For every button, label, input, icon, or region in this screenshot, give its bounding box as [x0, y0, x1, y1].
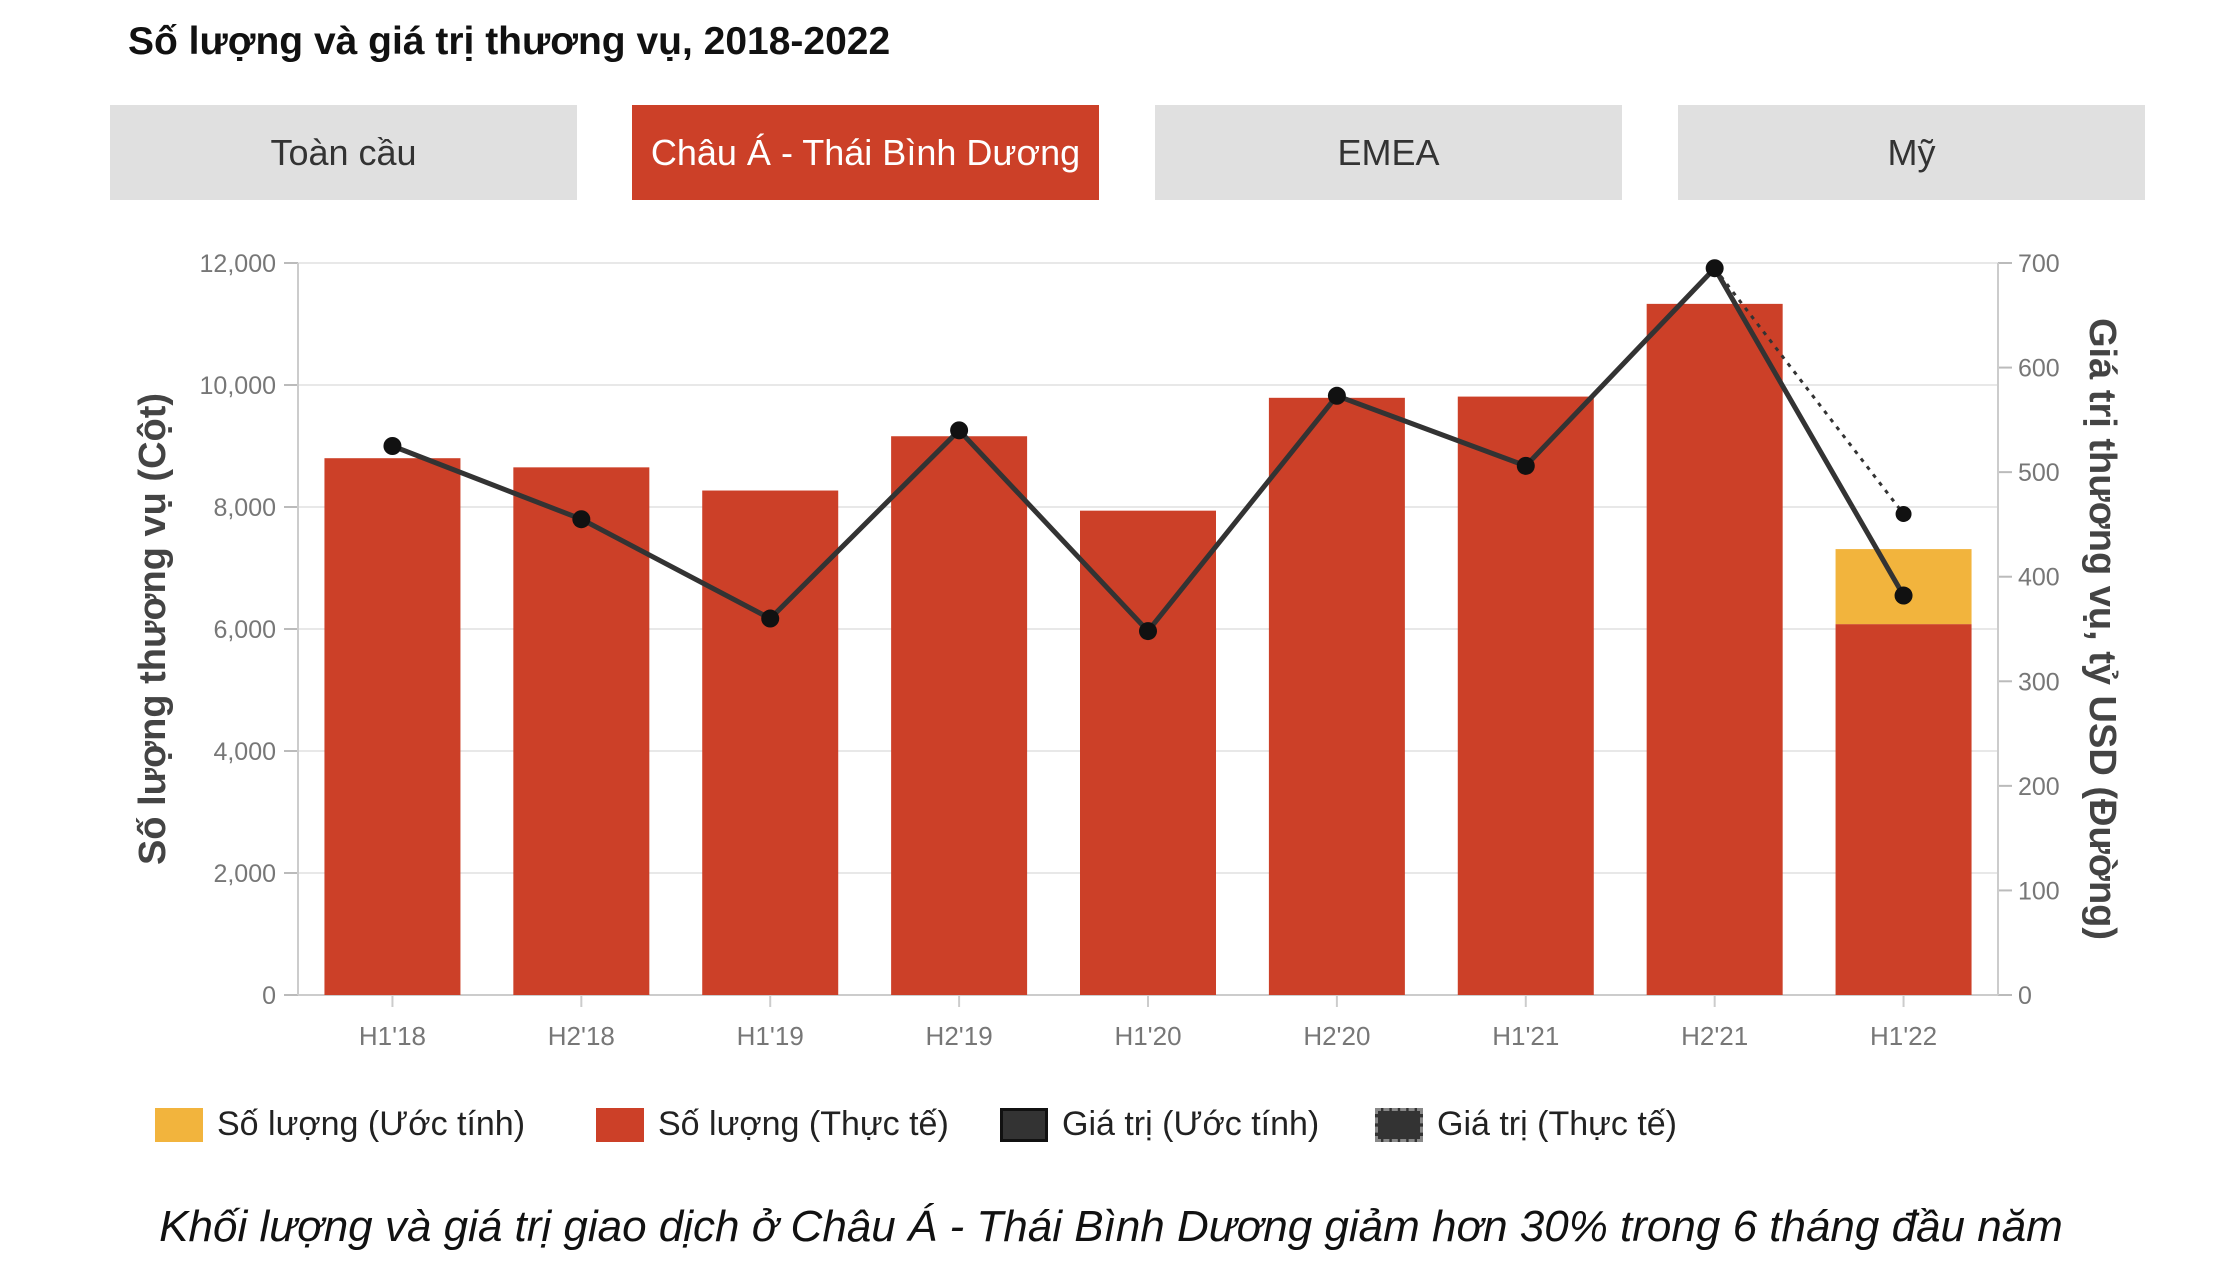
x-tick-label: H1'20: [1114, 1021, 1181, 1051]
x-tick-label: H2'21: [1681, 1021, 1748, 1051]
bar-actual: [324, 458, 461, 995]
legend-label-estimate-count: Số lượng (Ước tính): [217, 1105, 526, 1143]
line-point: [572, 510, 591, 529]
y2-tick-label: 500: [2018, 459, 2060, 487]
y-tick-label: 10,000: [200, 372, 276, 400]
legend-swatch-actual-count: [596, 1107, 644, 1142]
x-tick-label: H1'19: [737, 1021, 804, 1051]
y-tick-label: 4,000: [213, 738, 276, 766]
line-point: [761, 609, 780, 628]
y2-tick-label: 0: [2018, 982, 2032, 1010]
y-axis-title: Số lượng thương vụ (Cột): [132, 393, 174, 865]
y2-axis-title: Giá trị thương vụ, tỷ USD (Đường): [2081, 318, 2123, 940]
bar-actual: [1457, 396, 1594, 996]
y-tick-label: 0: [262, 982, 276, 1010]
x-tick-label: H2'20: [1303, 1021, 1370, 1051]
legend-label-estimate-value: Giá trị (Ước tính): [1062, 1105, 1320, 1143]
bar-actual: [891, 436, 1028, 995]
line-segment-dotted: [1713, 267, 1905, 515]
tab-emea[interactable]: EMEA: [1155, 105, 1622, 200]
legend-label-actual-count: Số lượng (Thực tế): [658, 1105, 949, 1143]
y2-tick-label: 600: [2018, 355, 2060, 383]
chart-caption: Khối lượng và giá trị giao dịch ở Châu Á…: [159, 1202, 2063, 1251]
legend-item-actual-count: Số lượng (Thực tế): [596, 1105, 949, 1144]
line-point-dotted: [1895, 505, 1912, 522]
tab-asia-pacific[interactable]: Châu Á - Thái Bình Dương: [632, 105, 1099, 200]
legend-swatch-estimate-count: [155, 1107, 203, 1142]
y2-tick-label: 700: [2018, 250, 2060, 278]
y-tick-label: 2,000: [213, 860, 276, 888]
y-tick-label: 8,000: [213, 494, 276, 522]
tab-global[interactable]: Toàn cầu: [110, 105, 577, 200]
bar-actual: [1080, 510, 1216, 995]
legend-swatch-estimate-value: [1000, 1107, 1048, 1142]
bar-actual: [1646, 303, 1783, 995]
y-tick-label: 12,000: [200, 250, 276, 278]
legend-item-estimate-count: Số lượng (Ước tính): [155, 1105, 525, 1144]
line-point: [383, 437, 402, 455]
combo-chart: 0 2,000 4,000 6,000 8,000 10,000 12,000 0 100 200…: [132, 250, 2123, 1051]
legend-item-estimate-value: Giá trị (Ước tính): [1000, 1105, 1319, 1144]
y2-tick-label: 300: [2018, 668, 2060, 696]
line-point: [1894, 586, 1913, 605]
y2-tick-label: 200: [2018, 773, 2060, 801]
line-point: [950, 421, 969, 440]
bar-actual: [702, 490, 839, 995]
legend-label-actual-value: Giá trị (Thực tế): [1437, 1105, 1678, 1143]
line-point: [1327, 386, 1346, 405]
bar-actual: [513, 467, 650, 996]
line-point: [1705, 259, 1724, 278]
y2-tick-label: 400: [2018, 564, 2060, 592]
x-tick-label: H2'18: [548, 1021, 615, 1051]
x-tick-label: H2'19: [926, 1021, 993, 1051]
x-tick-label: H1'22: [1870, 1021, 1937, 1051]
y-tick-label: 6,000: [213, 616, 276, 644]
x-tick-label: H1'18: [359, 1021, 426, 1051]
bar-actual: [1268, 397, 1405, 995]
chart-title: Số lượng và giá trị thương vụ, 2018-2022: [128, 20, 891, 63]
line-point: [1516, 456, 1535, 475]
tab-usa[interactable]: Mỹ: [1678, 105, 2145, 200]
x-tick-label: H1'21: [1492, 1021, 1559, 1051]
line-point: [1139, 622, 1157, 641]
chart-legend: Số lượng (Ước tính) Số lượng (Thực tế) G…: [0, 1105, 2222, 1155]
bar-actual: [1835, 624, 1972, 995]
legend-swatch-actual-value: [1375, 1107, 1423, 1142]
y2-tick-label: 100: [2018, 877, 2060, 905]
legend-item-actual-value: Giá trị (Thực tế): [1375, 1105, 1677, 1144]
